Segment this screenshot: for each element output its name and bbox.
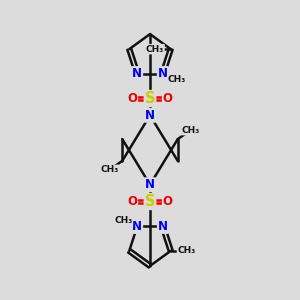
Text: CH₃: CH₃ — [114, 216, 132, 225]
Text: CH₃: CH₃ — [146, 45, 164, 54]
Text: CH₃: CH₃ — [178, 246, 196, 255]
Text: S: S — [145, 194, 155, 209]
Text: CH₃: CH₃ — [100, 165, 118, 174]
Text: CH₃: CH₃ — [168, 75, 186, 84]
Text: S: S — [145, 91, 155, 106]
Text: N: N — [132, 67, 142, 80]
Text: O: O — [127, 92, 137, 105]
Text: N: N — [158, 67, 168, 80]
Text: N: N — [145, 109, 155, 122]
Text: O: O — [163, 195, 173, 208]
Text: O: O — [163, 92, 173, 105]
Text: CH₃: CH₃ — [182, 126, 200, 135]
Text: O: O — [127, 195, 137, 208]
Text: N: N — [145, 178, 155, 191]
Text: N: N — [132, 220, 142, 233]
Text: N: N — [158, 220, 168, 233]
